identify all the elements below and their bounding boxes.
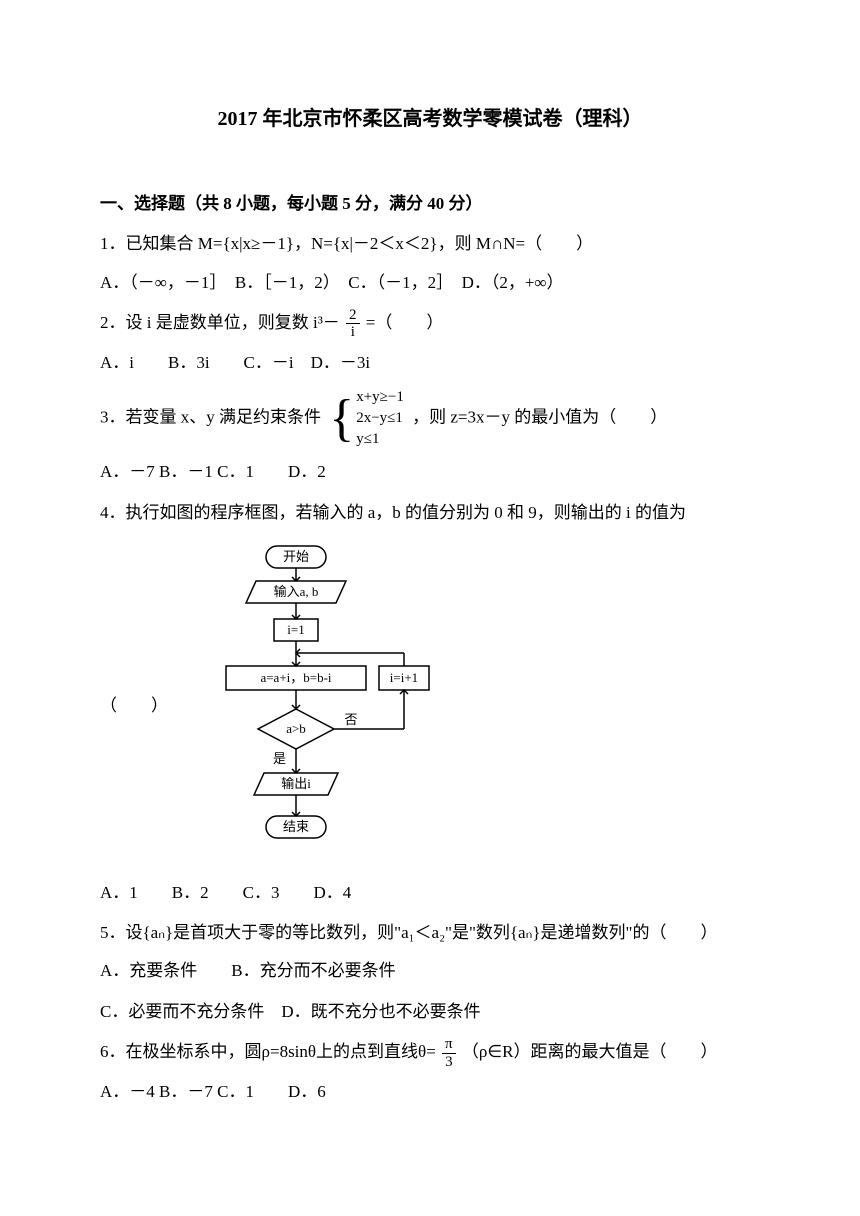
q2-options: A．i B．3i C．－i D．－3i xyxy=(100,347,760,379)
q1-text: 1．已知集合 M={x|x≥－1}，N={x|－2＜x＜2}，则 M∩N=（ ） xyxy=(100,234,593,253)
section-header: 一、选择题（共 8 小题，每小题 5 分，满分 40 分） xyxy=(100,188,760,220)
q6-options: A．－4 B．－7 C．1 D．6 xyxy=(100,1076,760,1108)
q2-fraction: 2 i xyxy=(346,307,360,341)
fc-yes: 是 xyxy=(273,751,286,766)
question-6: 6．在极坐标系中，圆ρ=8sinθ上的点到直线θ= π 3 （ρ∈R）距离的最大… xyxy=(100,1036,760,1070)
fc-no: 否 xyxy=(344,712,357,727)
fc-inc: i=i+1 xyxy=(390,670,418,685)
q3-cond2: 2x−y≤1 xyxy=(356,410,403,426)
flowchart: 开始 输入a, b i=1 a=a+i，b=b-i i=i+1 a>b 否 是 … xyxy=(186,541,446,871)
q3-text-b: ，则 z=3x－y 的最小值为（ ） xyxy=(412,408,667,427)
q4-options: A．1 B．2 C．3 D．4 xyxy=(100,877,760,909)
q2-text-b: =（ ） xyxy=(366,313,444,332)
q2-frac-num: 2 xyxy=(346,307,360,325)
question-3: 3．若变量 x、y 满足约束条件 { x+y≥−1 2x−y≤1 y≤1 ，则 … xyxy=(100,387,760,450)
q6-text-b: （ρ∈R）距离的最大值是（ ） xyxy=(462,1042,718,1061)
fc-input: 输入a, b xyxy=(274,584,319,599)
question-4: 4．执行如图的程序框图，若输入的 a，b 的值分别为 0 和 9，则输出的 i … xyxy=(100,497,760,529)
question-2: 2．设 i 是虚数单位，则复数 i³－ 2 i =（ ） xyxy=(100,307,760,341)
fc-init: i=1 xyxy=(287,622,304,637)
question-5: 5．设{aₙ}是首项大于零的等比数列，则"a₁＜a₂"是"数列{aₙ}是递增数列… xyxy=(100,917,760,949)
q6-frac-den: 3 xyxy=(442,1054,456,1071)
page-title: 2017 年北京市怀柔区高考数学零模试卷（理科） xyxy=(100,100,760,138)
q6-text-a: 6．在极坐标系中，圆ρ=8sinθ上的点到直线θ= xyxy=(100,1042,436,1061)
q5-options-2: C．必要而不充分条件 D．既不充分也不必要条件 xyxy=(100,996,760,1028)
question-1: 1．已知集合 M={x|x≥－1}，N={x|－2＜x＜2}，则 M∩N=（ ） xyxy=(100,228,760,260)
q3-options: A．－7 B．－1 C．1 D．2 xyxy=(100,456,760,488)
fc-cond: a>b xyxy=(286,721,306,736)
q3-cond3: y≤1 xyxy=(356,431,379,447)
brace-icon: { xyxy=(329,393,354,445)
q3-constraints: { x+y≥−1 2x−y≤1 y≤1 xyxy=(329,387,404,450)
fc-end: 结束 xyxy=(283,819,309,834)
q2-frac-den: i xyxy=(346,324,360,341)
q6-frac-num: π xyxy=(442,1036,456,1054)
q2-text-a: 2．设 i 是虚数单位，则复数 i³－ xyxy=(100,313,340,332)
fc-update: a=a+i，b=b-i xyxy=(260,670,331,685)
fc-start: 开始 xyxy=(283,549,309,564)
q4-figure-row: （ ） xyxy=(100,535,760,877)
q3-cond1: x+y≥−1 xyxy=(356,389,404,405)
q3-text-a: 3．若变量 x、y 满足约束条件 xyxy=(100,408,321,427)
q5-options-1: A．充要条件 B．充分而不必要条件 xyxy=(100,955,760,987)
q4-paren: （ ） xyxy=(100,690,168,722)
q1-options: A．（－∞，－1］ B．［－1，2） C．（－1，2］ D．（2，+∞） xyxy=(100,267,760,299)
fc-output: 输出i xyxy=(281,776,311,791)
q6-fraction: π 3 xyxy=(442,1036,456,1070)
